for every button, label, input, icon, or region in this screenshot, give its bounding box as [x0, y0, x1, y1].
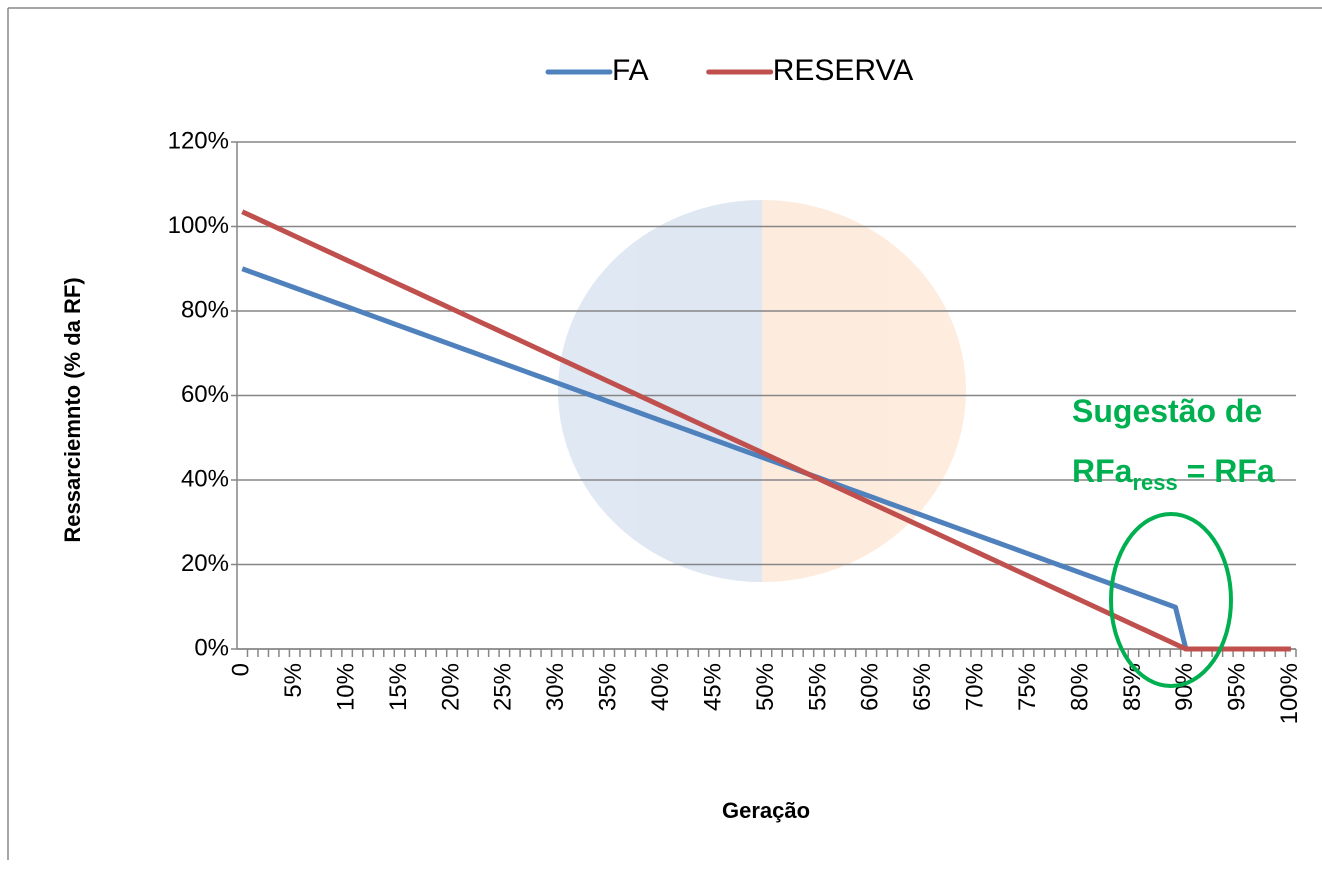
legend-label: RESERVA [773, 54, 914, 87]
plot-area: 0% 20% 40% 60% 80% 100% 120% 0 5% 10% 15% 20% 25% 30%… [168, 127, 1303, 724]
watermark [558, 200, 966, 582]
y-tick-label: 40% [181, 465, 229, 492]
x-tick-label: 15% [385, 663, 412, 711]
x-tick-label: 20% [437, 663, 464, 711]
x-tick-label: 75% [1014, 663, 1041, 711]
legend-label: FA [612, 54, 649, 87]
x-tick-label: 85% [1119, 663, 1146, 711]
y-tick-label: 20% [181, 550, 229, 577]
x-tick-label: 10% [332, 663, 359, 711]
x-tick-label: 40% [647, 663, 674, 711]
annotation-subscript: ress [1132, 470, 1177, 495]
x-tick-label: 45% [699, 663, 726, 711]
x-tick-label: 100% [1276, 663, 1303, 724]
x-tick-label: 35% [595, 663, 622, 711]
x-tick-label: 60% [857, 663, 884, 711]
y-tick-label: 60% [181, 381, 229, 408]
x-tick-label: 65% [909, 663, 936, 711]
x-tick-label: 0 [228, 663, 255, 676]
y-tick-label: 80% [181, 296, 229, 323]
x-tick-label: 70% [962, 663, 989, 711]
x-tick-label: 95% [1224, 663, 1251, 711]
x-tick-label: 30% [542, 663, 569, 711]
annotation: RFaress = RFa [1072, 453, 1275, 494]
x-tick-label: 55% [804, 663, 831, 711]
x-axis-title: Geração [722, 798, 810, 823]
series-line [241, 266, 1291, 652]
annotation-line: = RFa [1178, 453, 1275, 489]
highlight-ellipse [1109, 512, 1233, 688]
x-tick-label: 50% [752, 663, 779, 711]
annotation-line: Sugestão de [1072, 393, 1262, 429]
x-tick-label: 5% [280, 663, 307, 698]
x-tick-label: 25% [490, 663, 517, 711]
y-axis-title: Ressarciemnto (% da RF) [60, 277, 85, 542]
annotation-line: RFa [1072, 453, 1133, 489]
y-tick-label: 0% [194, 634, 229, 661]
series-line [241, 209, 1291, 652]
y-tick-label: 120% [168, 127, 229, 154]
annotation: Sugestão de [1072, 393, 1262, 429]
y-tick-label: 100% [168, 212, 229, 239]
x-tick-label: 80% [1066, 663, 1093, 711]
